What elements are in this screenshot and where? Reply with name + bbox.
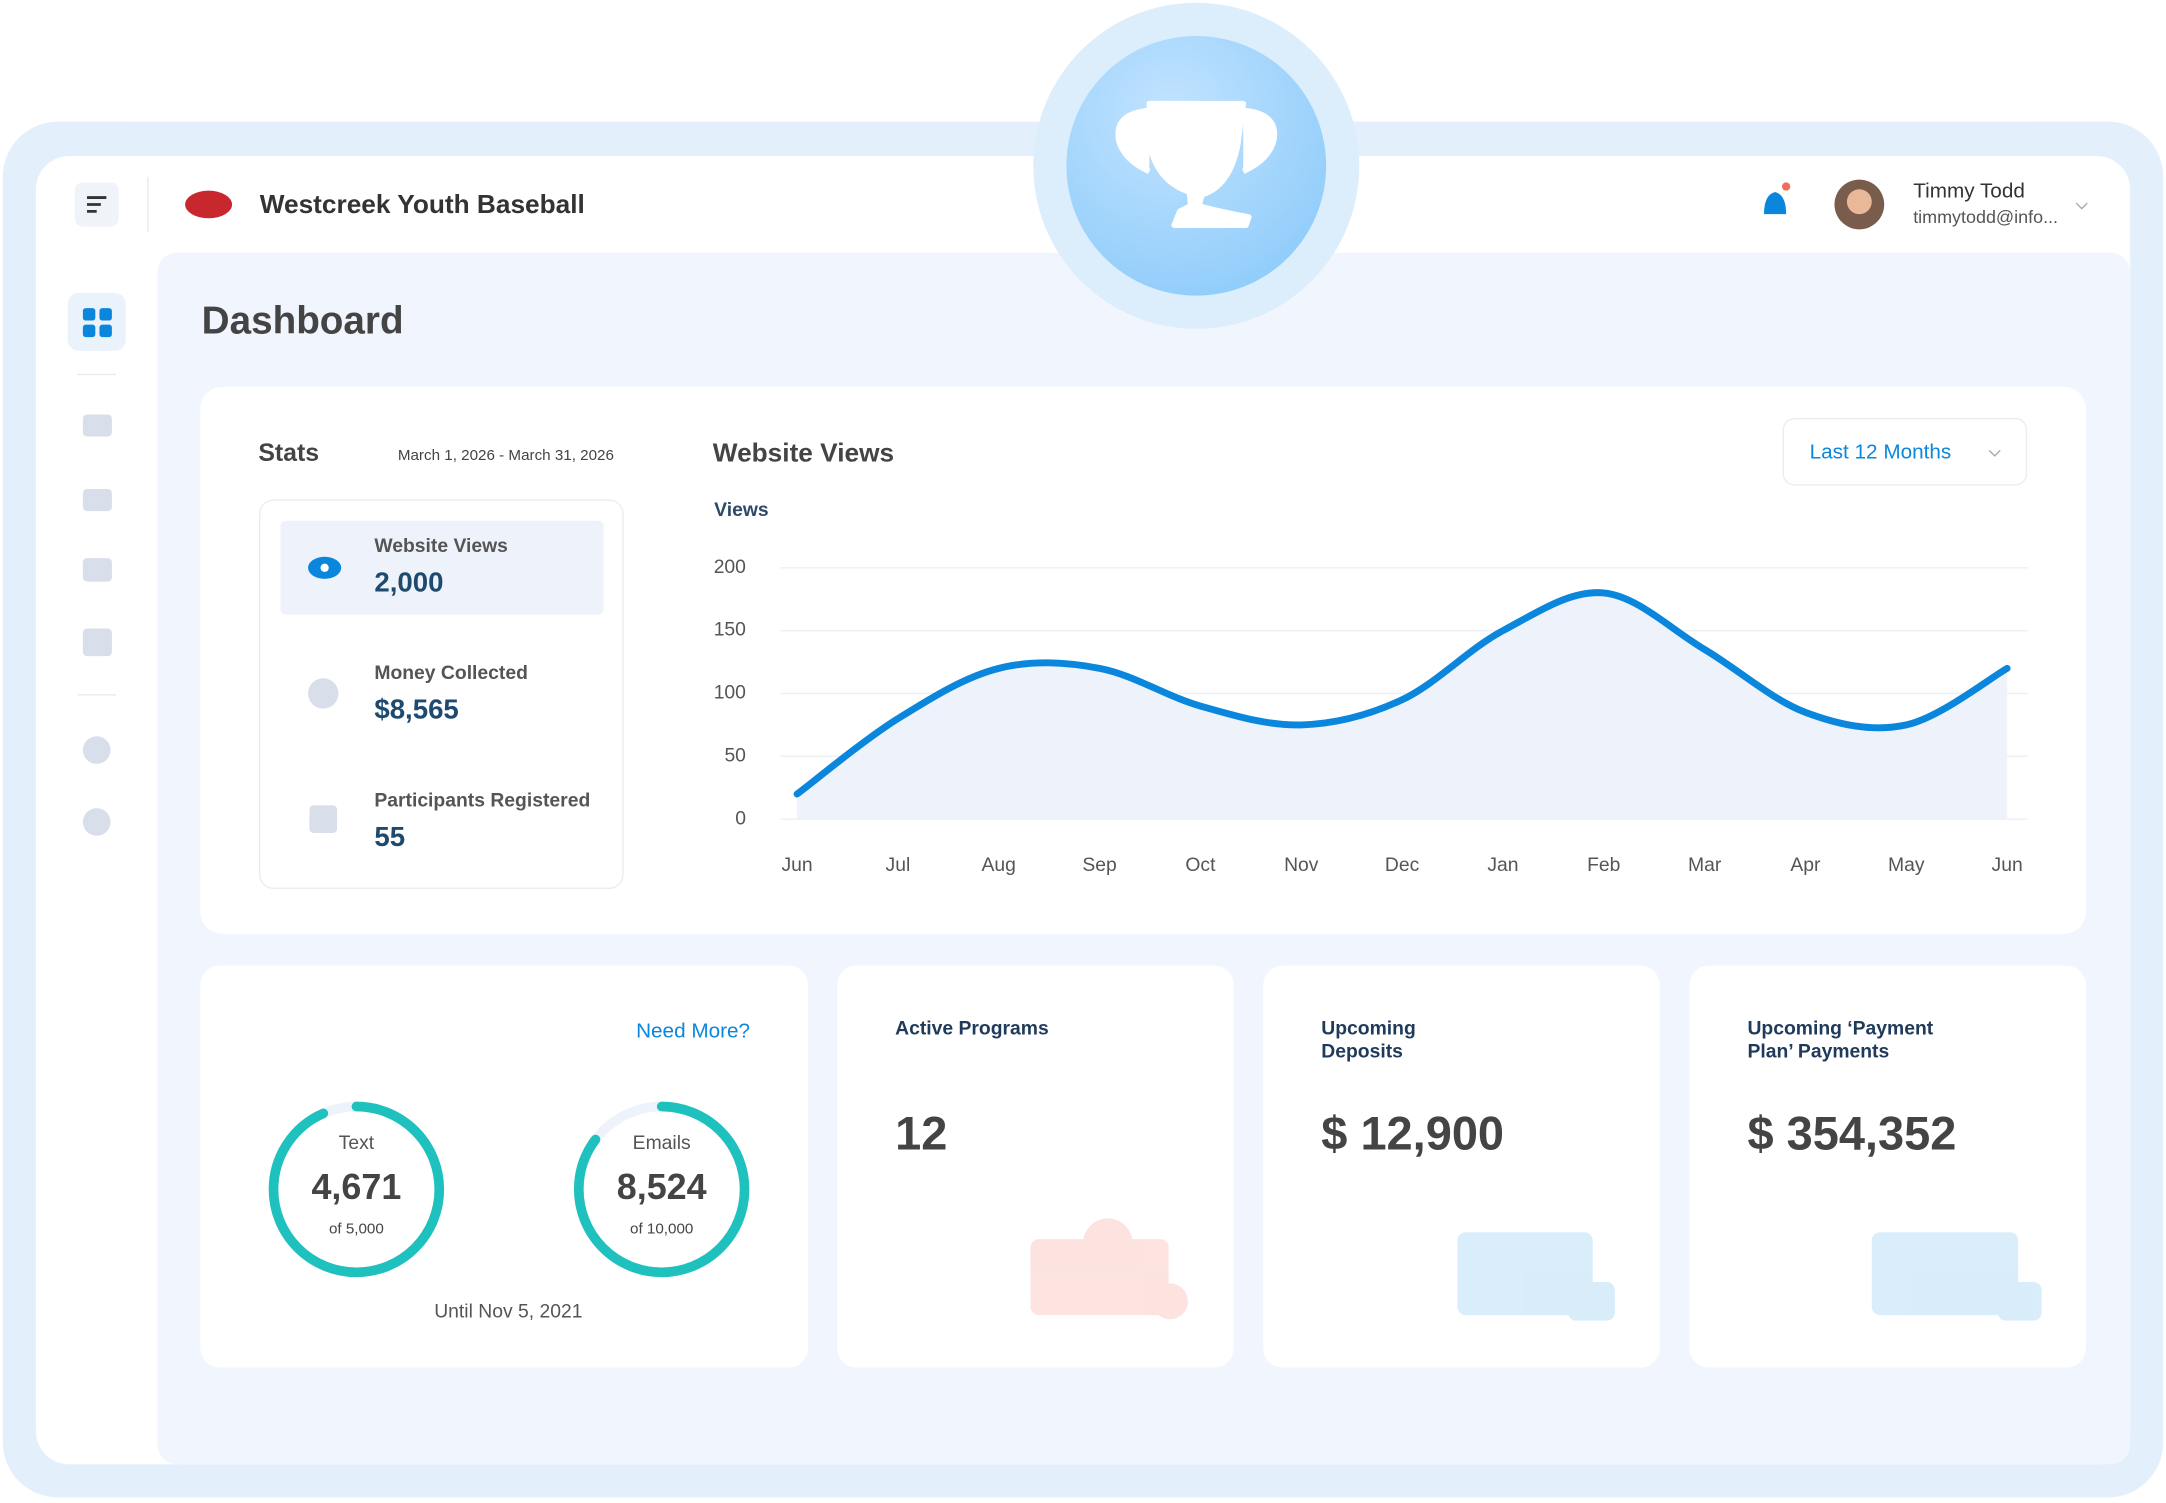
x-tick-label: Sep [1082, 855, 1116, 876]
date-range: March 1, 2026 - March 31, 2026 [398, 447, 614, 464]
notification-dot [1781, 182, 1791, 191]
card-title: Active Programs [895, 1018, 1049, 1039]
x-tick-label: Jun [1992, 855, 2023, 876]
x-tick-label: May [1888, 855, 1925, 876]
x-tick-label: Oct [1185, 855, 1216, 876]
y-tick-label: 50 [724, 745, 745, 766]
programs-illustration [1030, 1218, 1188, 1320]
summary-card [1263, 965, 1660, 1368]
nav-dashboard[interactable] [67, 292, 126, 351]
line-area [797, 592, 2008, 820]
bell-icon[interactable] [1764, 192, 1787, 215]
period-dropdown[interactable] [1782, 417, 2028, 486]
stat-value: 2,000 [374, 567, 443, 598]
x-tick-label: Jul [886, 855, 911, 876]
need-more-link[interactable]: Need More? [636, 1019, 750, 1042]
avatar-face [1846, 189, 1872, 215]
menu-icon [87, 196, 107, 213]
deposits-illustration [1457, 1232, 1615, 1321]
payments-illustration [1871, 1232, 2042, 1321]
person-icon [309, 805, 338, 834]
y-tick-label: 150 [714, 620, 746, 641]
nav-monitor[interactable] [82, 414, 112, 437]
gauge-label: Text [339, 1133, 375, 1154]
card-title: Upcoming [1321, 1018, 1416, 1039]
y-tick-label: 200 [714, 557, 746, 578]
nav-messages[interactable] [82, 558, 112, 582]
card-value: $ 12,900 [1321, 1106, 1504, 1159]
chart-title: Website Views [713, 437, 894, 467]
x-tick-label: Mar [1688, 855, 1722, 876]
y-tick-label: 100 [714, 683, 746, 704]
x-tick-label: Dec [1385, 855, 1420, 876]
nav-tasks[interactable] [82, 628, 112, 657]
card-value: $ 354,352 [1747, 1106, 1956, 1159]
logo [185, 190, 233, 219]
nav-card[interactable] [82, 489, 112, 512]
x-tick-label: Jun [781, 855, 812, 876]
y-axis-label: Views [714, 500, 768, 521]
page-title: Dashboard [202, 299, 404, 342]
gauge-arc [268, 1101, 445, 1278]
stat-label: Website Views [374, 536, 508, 557]
stat-highlight [280, 520, 604, 615]
x-tick-label: Jan [1487, 855, 1518, 876]
stat-label: Participants Registered [374, 790, 590, 811]
gauge-max: of 5,000 [329, 1220, 384, 1237]
stats-title: Stats [258, 439, 319, 467]
summary-card [837, 965, 1234, 1368]
nav-help[interactable] [82, 808, 111, 836]
x-tick-label: Nov [1284, 855, 1319, 876]
dropdown-caret [1988, 449, 2001, 457]
y-tick-label: 0 [735, 808, 746, 829]
dollar-icon [308, 678, 339, 709]
org-name: Westcreek Youth Baseball [260, 189, 585, 219]
card-title: Upcoming ‘Payment [1747, 1018, 1933, 1039]
grid-icon [82, 308, 112, 338]
x-tick-label: Apr [1790, 855, 1821, 876]
line [793, 589, 2011, 798]
gauge-value: 8,524 [617, 1166, 707, 1207]
summary-card [1689, 965, 2086, 1368]
nav-settings[interactable] [82, 736, 111, 764]
stat-label: Money Collected [374, 663, 528, 684]
gauge-value: 4,671 [311, 1166, 401, 1207]
trophy-icon [1115, 100, 1278, 228]
x-tick-label: Aug [982, 855, 1016, 876]
user-email: timmytodd@info... [1913, 207, 2058, 227]
stat-value: 55 [374, 821, 405, 852]
card-title: Plan’ Payments [1747, 1042, 1889, 1063]
card-value: 12 [895, 1106, 947, 1159]
x-tick-label: Feb [1587, 855, 1620, 876]
gauge-arc [573, 1101, 750, 1278]
messaging-card [200, 965, 809, 1368]
eye-pupil [320, 563, 329, 572]
card-title: Deposits [1321, 1042, 1403, 1063]
user-name: Timmy Todd [1913, 180, 2025, 203]
gauge-max: of 10,000 [630, 1220, 693, 1237]
until-date: Until Nov 5, 2021 [434, 1301, 582, 1322]
stat-value: $8,565 [374, 694, 458, 725]
gauge-label: Emails [633, 1133, 691, 1154]
period-label: Last 12 Months [1810, 441, 1952, 464]
user-dropdown[interactable] [2075, 202, 2088, 210]
